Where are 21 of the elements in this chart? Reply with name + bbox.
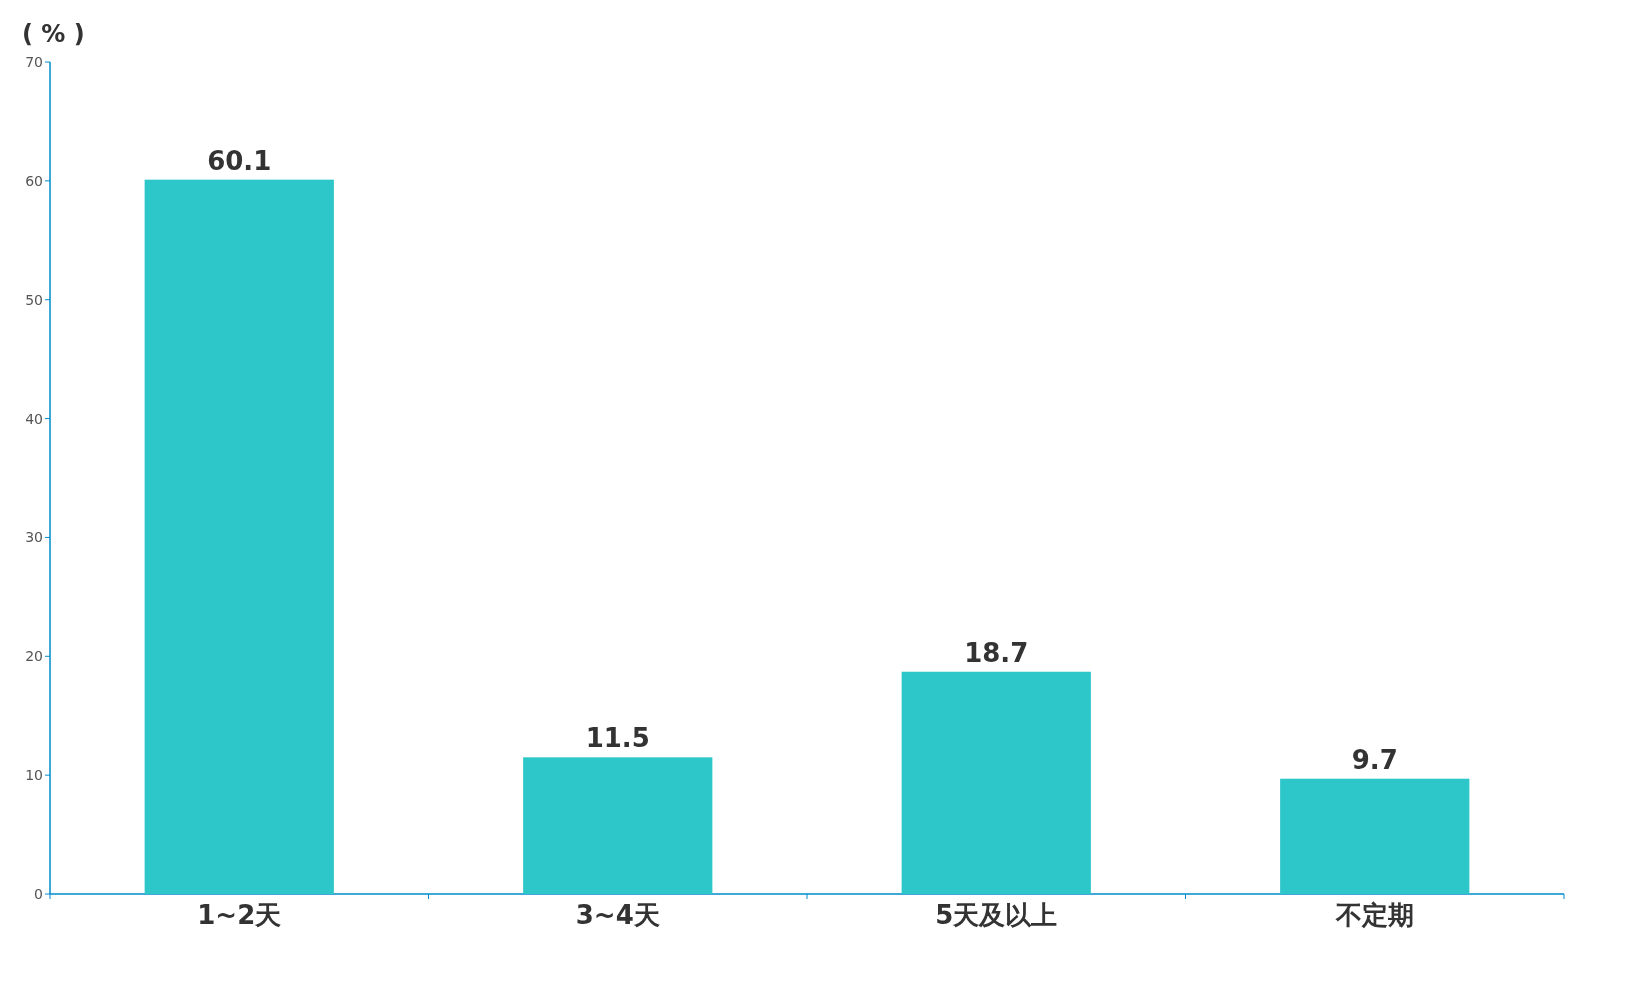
y-tick-label: 10 bbox=[25, 767, 43, 784]
y-tick-label: 50 bbox=[25, 291, 43, 308]
x-tick-label: 不定期 bbox=[1334, 900, 1414, 930]
data-label: 60.1 bbox=[207, 145, 272, 176]
x-tick-label: 1~2天 bbox=[197, 900, 282, 930]
data-label: 18.7 bbox=[964, 637, 1029, 668]
y-axis-title: ( % ) bbox=[22, 20, 85, 48]
y-tick-label: 60 bbox=[25, 172, 43, 189]
x-tick-label: 3~4天 bbox=[575, 900, 660, 930]
data-label: 11.5 bbox=[585, 723, 650, 754]
bar bbox=[144, 179, 334, 894]
data-label: 9.7 bbox=[1351, 744, 1398, 775]
y-tick-label: 70 bbox=[25, 54, 43, 70]
y-tick-label: 40 bbox=[25, 410, 43, 427]
bar bbox=[523, 757, 713, 894]
y-tick-label: 0 bbox=[34, 886, 43, 902]
x-tick-label: 5天及以上 bbox=[935, 900, 1058, 930]
bar bbox=[901, 671, 1091, 894]
bar bbox=[1280, 778, 1470, 894]
y-tick-label: 20 bbox=[25, 648, 43, 665]
y-tick-label: 30 bbox=[25, 529, 43, 546]
